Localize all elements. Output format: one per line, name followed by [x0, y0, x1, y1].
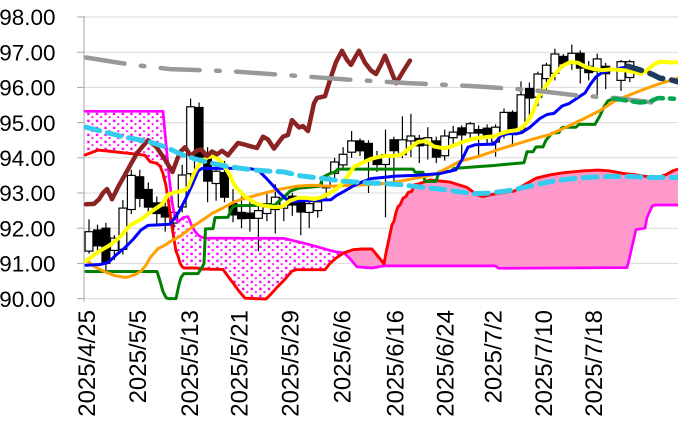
svg-text:2025/7/2: 2025/7/2 [481, 310, 508, 403]
svg-text:98.00: 98.00 [0, 5, 56, 30]
svg-text:95.00: 95.00 [0, 111, 56, 136]
svg-text:92.00: 92.00 [0, 216, 56, 241]
svg-text:2025/4/25: 2025/4/25 [74, 310, 101, 417]
svg-text:2025/6/6: 2025/6/6 [329, 310, 356, 403]
svg-text:2025/6/16: 2025/6/16 [382, 310, 409, 417]
svg-text:2025/7/10: 2025/7/10 [531, 310, 558, 417]
svg-text:93.00: 93.00 [0, 181, 56, 206]
svg-text:2025/6/24: 2025/6/24 [432, 310, 459, 417]
svg-text:2025/5/21: 2025/5/21 [226, 310, 253, 417]
svg-text:91.00: 91.00 [0, 252, 56, 277]
svg-text:96.00: 96.00 [0, 76, 56, 101]
svg-text:94.00: 94.00 [0, 146, 56, 171]
svg-text:90.00: 90.00 [0, 287, 56, 312]
svg-text:2025/7/18: 2025/7/18 [581, 310, 608, 417]
svg-text:2025/5/5: 2025/5/5 [125, 310, 152, 403]
svg-text:97.00: 97.00 [0, 40, 56, 65]
svg-text:2025/5/29: 2025/5/29 [278, 310, 305, 417]
svg-text:2025/5/13: 2025/5/13 [177, 310, 204, 417]
